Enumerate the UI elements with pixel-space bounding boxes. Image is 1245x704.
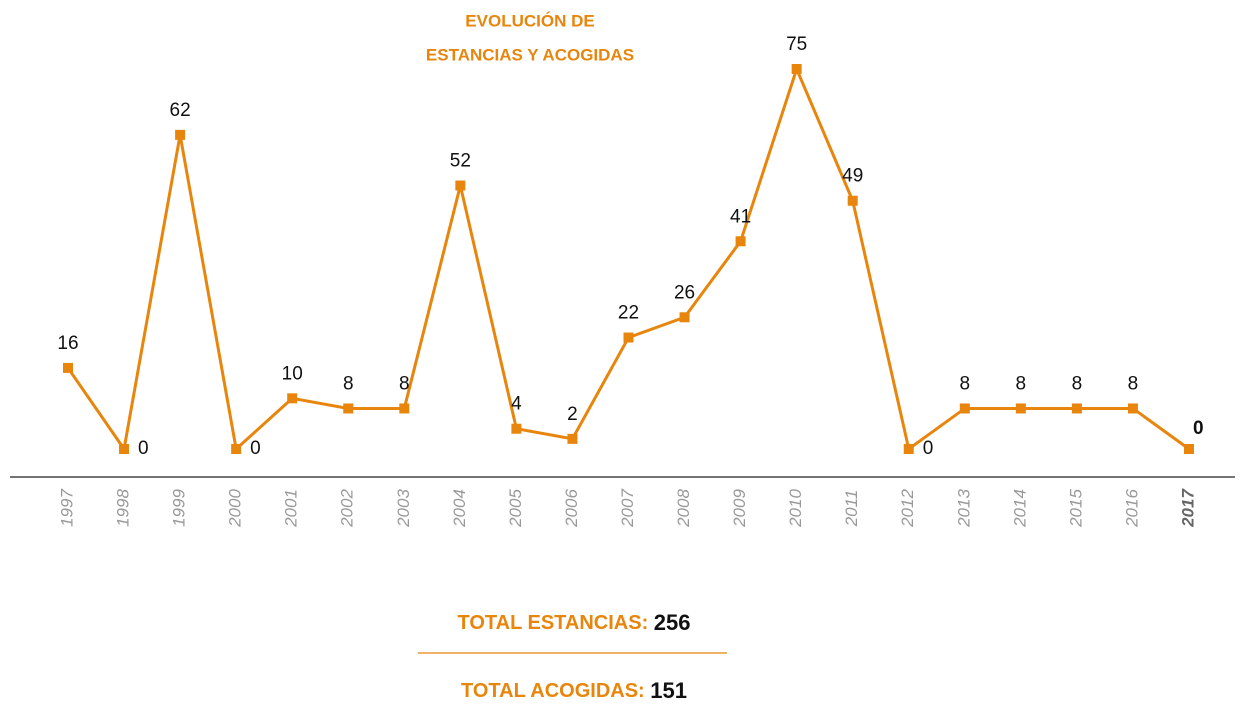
x-tick-label: 2003 (394, 489, 413, 528)
total-label: TOTAL ESTANCIAS: (457, 612, 648, 634)
total-value: 151 (650, 678, 687, 703)
chart-title: ESTANCIAS Y ACOGIDAS (426, 45, 634, 64)
total: TOTAL ACOGIDAS: 151 (461, 678, 687, 703)
marker (903, 444, 914, 454)
x-tick-label: 2017 (1178, 488, 1197, 528)
x-tick-label: 2007 (618, 489, 637, 528)
data-label: 41 (730, 206, 751, 227)
data-label: 8 (960, 373, 971, 394)
data-label: 26 (674, 282, 695, 303)
data-label: 8 (1072, 373, 1083, 394)
marker (847, 195, 858, 206)
x-tick-label: 2006 (562, 489, 581, 528)
marker (679, 312, 690, 323)
data-label: 75 (786, 34, 807, 55)
x-tick-label: 2012 (898, 489, 917, 528)
marker (455, 180, 466, 191)
x-tick-label: 2010 (786, 489, 805, 528)
data-label: 22 (618, 303, 639, 324)
x-tick-label: 2009 (730, 489, 749, 528)
data-label: 52 (450, 151, 471, 172)
marker (231, 444, 242, 454)
x-tick-label: 1999 (170, 489, 189, 527)
total-value: 256 (654, 610, 691, 635)
x-tick-label: 1997 (57, 489, 76, 527)
marker (623, 332, 634, 343)
marker (175, 129, 186, 140)
marker (343, 403, 354, 414)
marker (1127, 403, 1138, 414)
marker (791, 64, 802, 74)
x-tick-label: 2011 (842, 490, 861, 528)
data-label: 8 (343, 373, 354, 394)
data-label: 0 (923, 438, 934, 459)
x-tick-label: 2013 (954, 489, 973, 528)
marker (567, 433, 578, 444)
x-tick-label: 2005 (506, 489, 525, 528)
marker (735, 236, 746, 247)
total-label: TOTAL ACOGIDAS: (461, 680, 645, 702)
data-label: 8 (1016, 373, 1027, 394)
data-label: 8 (399, 373, 410, 394)
x-tick-label: 2002 (338, 489, 357, 528)
marker (511, 423, 522, 434)
x-tick-label: 1998 (114, 489, 133, 527)
data-label: 2 (567, 404, 578, 425)
x-tick-label: 2001 (282, 489, 301, 528)
data-label: 0 (250, 438, 261, 459)
data-label: 16 (57, 333, 78, 354)
marker (1015, 403, 1026, 414)
chart-title: EVOLUCIÓN DE (465, 11, 594, 30)
data-label: 10 (282, 363, 303, 384)
marker (1184, 444, 1194, 454)
total: TOTAL ESTANCIAS: 256 (457, 610, 690, 635)
marker (119, 444, 130, 454)
marker (287, 393, 298, 404)
data-label: 8 (1128, 373, 1139, 394)
data-label: 4 (511, 394, 522, 415)
x-tick-label: 2016 (1122, 489, 1141, 528)
data-label: 0 (138, 438, 149, 459)
marker (399, 403, 410, 414)
marker (1071, 403, 1082, 414)
marker (63, 362, 73, 373)
x-tick-label: 2000 (226, 489, 245, 528)
x-tick-label: 2014 (1010, 489, 1029, 528)
marker (959, 403, 970, 414)
x-tick-label: 2015 (1066, 489, 1085, 528)
x-tick-label: 2004 (450, 489, 469, 528)
data-label: 49 (842, 166, 863, 187)
x-tick-label: 2008 (674, 489, 693, 528)
data-label: 0 (1193, 418, 1204, 439)
data-label: 62 (170, 100, 191, 121)
